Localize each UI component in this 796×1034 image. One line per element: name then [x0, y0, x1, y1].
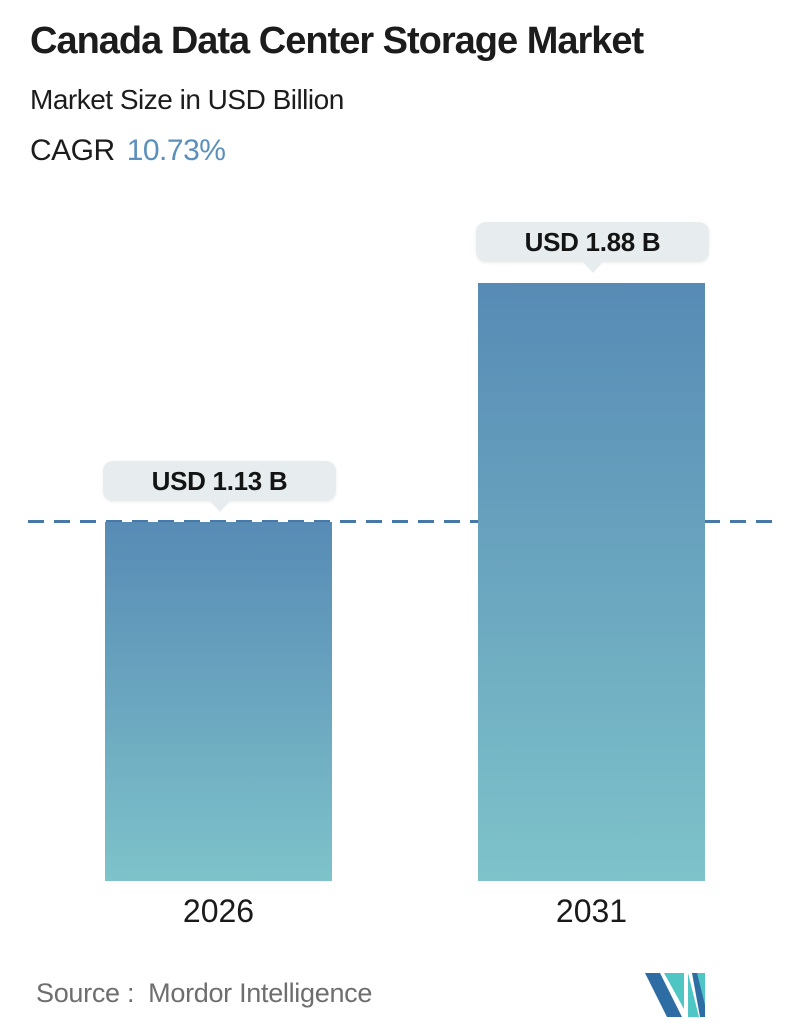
cagr-value: 10.73%: [126, 134, 226, 167]
source-value: Mordor Intelligence: [148, 978, 373, 1008]
chart-title: Canada Data Center Storage Market: [30, 20, 644, 62]
bar-2031[interactable]: [478, 283, 705, 881]
source-row: Source : Mordor Intelligence: [36, 978, 372, 1009]
cagr-label: CAGR: [30, 134, 115, 167]
tooltip-notch: [581, 261, 604, 273]
value-tooltip-2026: USD 1.13 B: [103, 461, 336, 512]
value-label-2026: USD 1.13 B: [151, 465, 288, 496]
x-axis-label-2031: 2031: [555, 893, 628, 929]
mordor-intelligence-logo: [645, 973, 705, 1017]
chart-subtitle: Market Size in USD Billion: [30, 84, 344, 115]
value-tooltip-2031: USD 1.88 B: [476, 222, 709, 273]
cagr-row: CAGR 10.73%: [30, 134, 226, 168]
x-axis-label-2026: 2026: [182, 893, 255, 929]
bar-2026[interactable]: [105, 522, 332, 881]
source-label: Source :: [36, 978, 135, 1008]
tooltip-notch: [208, 500, 231, 512]
reference-dashed-line: [28, 520, 782, 523]
value-label-2031: USD 1.88 B: [524, 226, 661, 257]
